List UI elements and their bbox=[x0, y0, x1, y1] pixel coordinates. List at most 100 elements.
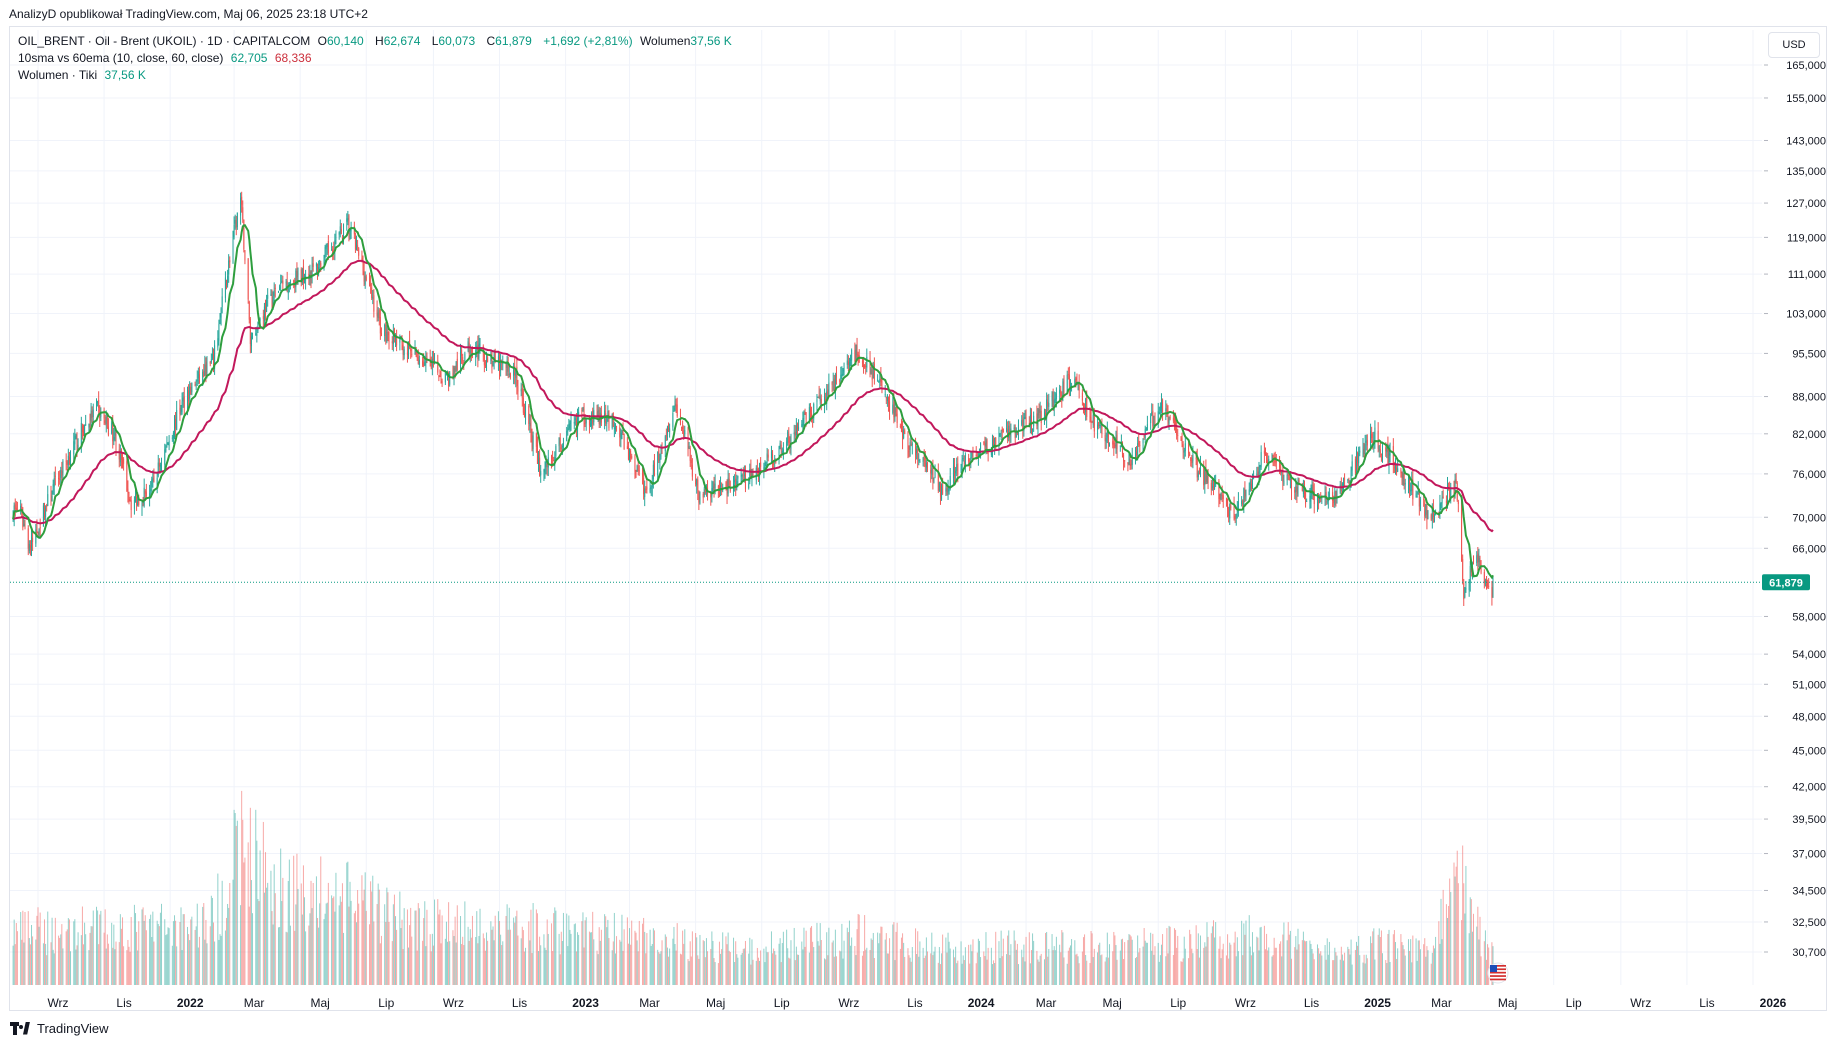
volume-bar bbox=[879, 933, 881, 985]
candle-body bbox=[379, 317, 381, 334]
candle-body bbox=[180, 412, 182, 414]
candle-body bbox=[820, 398, 822, 404]
candle-body bbox=[1104, 434, 1106, 442]
candle-body bbox=[89, 420, 91, 424]
volume-bar bbox=[740, 954, 742, 985]
volume-bar bbox=[1379, 937, 1381, 985]
candle-body bbox=[1143, 435, 1145, 438]
volume-bar bbox=[294, 930, 296, 985]
volume-bar bbox=[584, 920, 586, 985]
candle-body bbox=[126, 461, 128, 492]
candle-body bbox=[856, 344, 858, 355]
volume-bar bbox=[711, 931, 713, 985]
volume-bar bbox=[334, 911, 336, 985]
y-axis-tick-label: 34,500 bbox=[1792, 885, 1826, 897]
volume-bar bbox=[338, 905, 340, 985]
candle-body bbox=[714, 483, 716, 489]
candle-body bbox=[190, 386, 192, 395]
candle-body bbox=[933, 478, 935, 481]
volume-bar bbox=[1067, 950, 1069, 985]
volume-bar bbox=[302, 865, 304, 985]
volume-bar bbox=[74, 919, 76, 985]
volume-bar bbox=[152, 911, 154, 985]
volume-bar bbox=[1483, 941, 1485, 985]
candle-body bbox=[1030, 412, 1032, 429]
candle-body bbox=[847, 361, 849, 365]
volume-bar bbox=[1326, 938, 1328, 985]
volume-bar bbox=[296, 853, 298, 985]
candle-body bbox=[257, 322, 259, 331]
volume-bar bbox=[522, 930, 524, 985]
candle-body bbox=[1488, 585, 1490, 587]
volume-bar bbox=[1009, 955, 1011, 985]
currency-button[interactable]: USD bbox=[1768, 32, 1820, 58]
volume-bar bbox=[535, 909, 537, 985]
candle-body bbox=[843, 367, 845, 373]
candle-body bbox=[904, 430, 906, 434]
volume-bar bbox=[1211, 926, 1213, 985]
volume-bar bbox=[418, 908, 420, 985]
candle-body bbox=[578, 411, 580, 417]
candle-body bbox=[1023, 417, 1025, 432]
volume-bar bbox=[157, 923, 159, 985]
candle-body bbox=[984, 443, 986, 447]
candle-body bbox=[159, 464, 161, 467]
candle-body bbox=[954, 466, 956, 476]
candle-body bbox=[718, 486, 720, 490]
candle-body bbox=[1264, 451, 1266, 456]
volume-bar bbox=[308, 925, 310, 985]
y-axis-tick-label: 51,000 bbox=[1792, 679, 1826, 691]
candle-body bbox=[760, 462, 762, 467]
candle-body bbox=[910, 444, 912, 446]
volume-bar bbox=[1112, 951, 1114, 985]
candle-body bbox=[158, 463, 160, 467]
candle-body bbox=[1472, 563, 1474, 565]
candle-body bbox=[99, 406, 101, 419]
candle-body bbox=[1354, 458, 1356, 473]
volume-bar bbox=[1136, 957, 1138, 985]
volume-bar bbox=[410, 907, 412, 985]
ma-legend: 10sma vs 60ema (10, close, 60, close) 62… bbox=[18, 51, 316, 65]
volume-bar bbox=[1015, 949, 1017, 985]
volume-bar bbox=[280, 848, 282, 985]
volume-bar bbox=[475, 937, 477, 985]
volume-bar bbox=[856, 929, 858, 985]
candle-body bbox=[153, 476, 155, 483]
candle-body bbox=[851, 349, 853, 361]
candle-body bbox=[1302, 487, 1304, 494]
candle-body bbox=[1121, 443, 1123, 458]
volume-bar bbox=[205, 919, 207, 985]
candle-body bbox=[736, 481, 738, 488]
candle-body bbox=[1134, 450, 1136, 459]
volume-bar bbox=[573, 924, 575, 985]
candle-body bbox=[77, 444, 79, 450]
candle-body bbox=[217, 338, 219, 348]
candle-body bbox=[362, 260, 364, 271]
candle-body bbox=[517, 386, 519, 392]
candle-body bbox=[50, 491, 52, 500]
volume-bar bbox=[1063, 957, 1065, 985]
volume-bar bbox=[240, 905, 242, 985]
volume-bar bbox=[1471, 931, 1473, 985]
candle-body bbox=[1347, 479, 1349, 481]
volume-bar bbox=[666, 947, 668, 985]
candle-body bbox=[675, 403, 677, 407]
volume-bar bbox=[880, 926, 882, 985]
volume-label: Wolumen bbox=[639, 34, 691, 48]
candle-body bbox=[135, 494, 137, 497]
candle-body bbox=[1204, 469, 1206, 485]
candle-body bbox=[188, 390, 190, 402]
volume-bar bbox=[787, 948, 789, 985]
candle-body bbox=[1022, 419, 1024, 431]
volume-bar bbox=[327, 882, 329, 985]
candle-body bbox=[1039, 409, 1041, 413]
volume-bar bbox=[994, 962, 996, 985]
volume-bar bbox=[372, 875, 374, 985]
candle-body bbox=[1218, 481, 1220, 500]
volume-bar bbox=[1403, 949, 1405, 985]
volume-bar bbox=[1380, 930, 1382, 985]
candle-body bbox=[1114, 445, 1116, 447]
volume-bar bbox=[318, 927, 320, 985]
candle-body bbox=[841, 373, 843, 376]
